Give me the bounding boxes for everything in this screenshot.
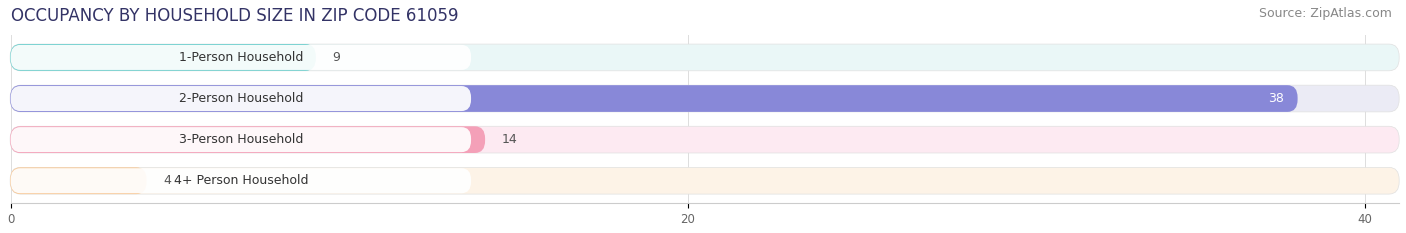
Text: 9: 9 [332,51,340,64]
Text: OCCUPANCY BY HOUSEHOLD SIZE IN ZIP CODE 61059: OCCUPANCY BY HOUSEHOLD SIZE IN ZIP CODE … [11,7,458,25]
FancyBboxPatch shape [11,127,471,152]
FancyBboxPatch shape [10,167,146,194]
FancyBboxPatch shape [10,85,1298,112]
Text: 3-Person Household: 3-Person Household [179,133,304,146]
FancyBboxPatch shape [10,44,316,71]
Text: 1-Person Household: 1-Person Household [179,51,304,64]
Text: Source: ZipAtlas.com: Source: ZipAtlas.com [1258,7,1392,20]
Text: 4: 4 [163,174,172,187]
Text: 14: 14 [502,133,517,146]
Text: 2-Person Household: 2-Person Household [179,92,304,105]
FancyBboxPatch shape [10,126,485,153]
FancyBboxPatch shape [10,44,1399,71]
FancyBboxPatch shape [11,86,471,111]
FancyBboxPatch shape [11,45,471,70]
Text: 38: 38 [1268,92,1284,105]
Text: 4+ Person Household: 4+ Person Household [173,174,308,187]
FancyBboxPatch shape [10,167,1399,194]
FancyBboxPatch shape [10,85,1399,112]
FancyBboxPatch shape [10,126,1399,153]
FancyBboxPatch shape [11,168,471,193]
